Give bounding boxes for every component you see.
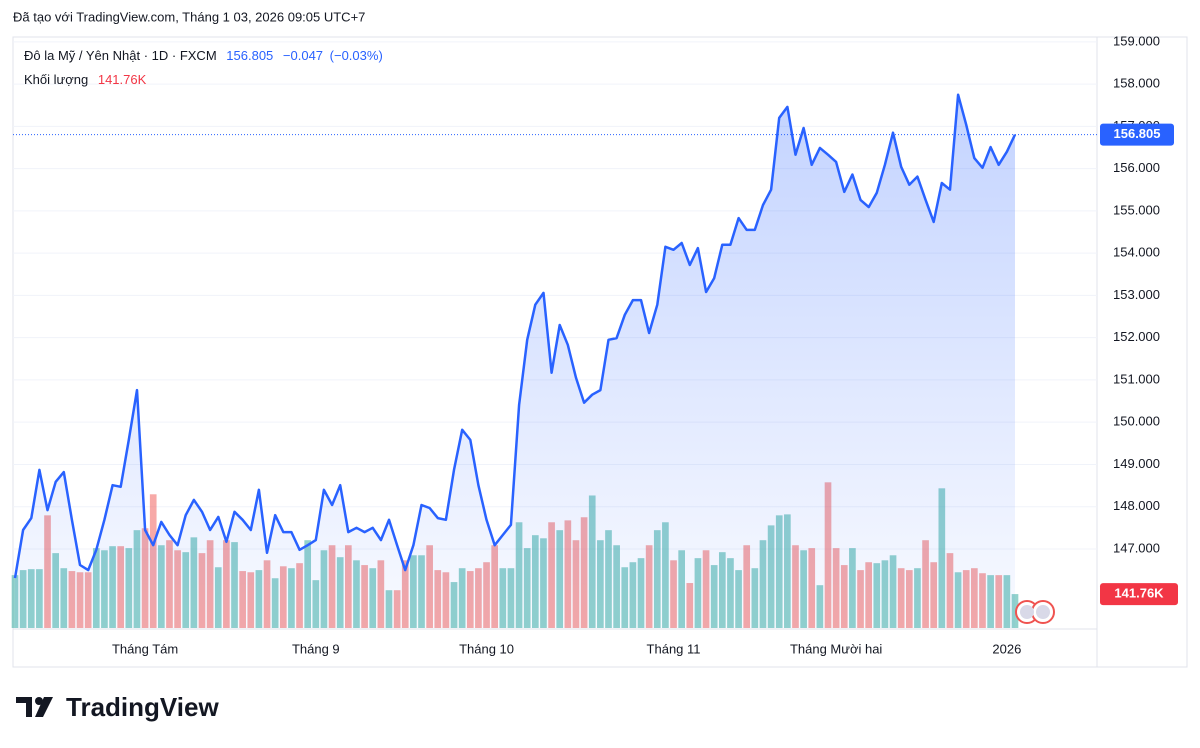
symbol: Đô la Mỹ / Yên Nhật · 1D · FXCM [24,48,217,63]
volume-legend: Khối lượng 141.76K [24,72,152,87]
chart-title: Đã tạo với TradingView.com, Tháng 1 03, … [13,9,365,24]
x-tick-label: Tháng Tám [112,641,178,656]
price-line [13,93,1017,579]
y-tick-label: 149.000 [1113,456,1160,471]
y-tick-label: 158.000 [1113,76,1160,91]
y-tick-label: 159.000 [1113,33,1160,48]
area-fill [15,94,1015,628]
legend: Đô la Mỹ / Yên Nhật · 1D · FXCM 156.805 … [24,48,389,63]
change-pct: (−0.03%) [329,48,383,63]
volume-badge [1100,583,1178,606]
volume-badge-label: 141.76K [1114,586,1164,601]
flag-icons [1015,600,1055,624]
y-tick-label: 153.000 [1113,287,1160,302]
x-tick-label: Tháng Mười hai [790,641,882,656]
x-tick-label: Tháng 10 [459,641,514,656]
y-tick-label: 151.000 [1113,371,1160,386]
y-tick-label: 156.000 [1113,160,1160,175]
price-badge [1100,123,1174,146]
volume-title: Khối lượng [24,72,89,87]
y-tick-label: 150.000 [1113,414,1160,429]
y-tick-label: 155.000 [1113,202,1160,217]
volume-value: 141.76K [97,72,147,87]
x-tick-label: 2026 [992,641,1021,656]
brand: TradingView [66,692,219,722]
change: −0.047 [282,48,324,63]
y-tick-label: 147.000 [1113,540,1160,555]
y-tick-label: 152.000 [1113,329,1160,344]
y-tick-label: 154.000 [1113,245,1160,260]
brand-logo [16,697,53,717]
price: 156.805 [226,48,274,63]
x-tick-label: Tháng 11 [647,641,701,656]
price-badge-label: 156.805 [1114,126,1161,141]
x-tick-label: Tháng 9 [292,641,340,656]
frame [12,36,1188,668]
y-tick-label: 148.000 [1113,498,1160,513]
